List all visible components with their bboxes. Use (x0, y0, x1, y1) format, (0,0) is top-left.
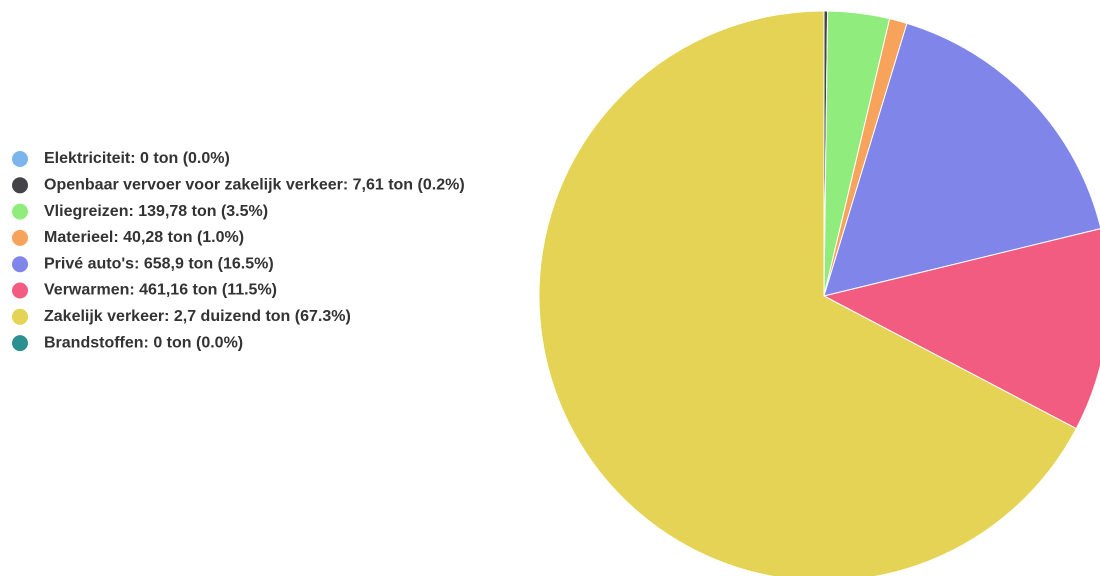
legend-label: Verwarmen: 461,16 ton (11.5%) (44, 282, 277, 299)
legend-swatch (12, 177, 28, 194)
legend-label: Brandstoffen: 0 ton (0.0%) (44, 334, 243, 351)
legend-swatch (12, 282, 28, 299)
legend-swatch (12, 229, 28, 246)
pie-slice (538, 10, 1077, 576)
legend-label: Openbaar vervoer voor zakelijk verkeer: … (44, 177, 465, 194)
legend-label: Zakelijk verkeer: 2,7 duizend ton (67.3%… (44, 308, 351, 325)
legend-swatch (12, 308, 28, 325)
pie-slice (823, 22, 1100, 297)
legend-label: Vliegreizen: 139,78 ton (3.5%) (44, 203, 268, 220)
legend-swatch (12, 151, 28, 167)
legend-swatch (12, 203, 28, 220)
legend-label: Elektriciteit: 0 ton (0.0%) (44, 150, 230, 167)
pie-slice (822, 228, 1100, 430)
legend-swatch (12, 256, 28, 273)
legend-label: Privé auto's: 658,9 ton (16.5%) (44, 255, 274, 272)
legend-swatch (12, 335, 28, 352)
legend-label: Materieel: 40,28 ton (1.0%) (44, 229, 244, 246)
